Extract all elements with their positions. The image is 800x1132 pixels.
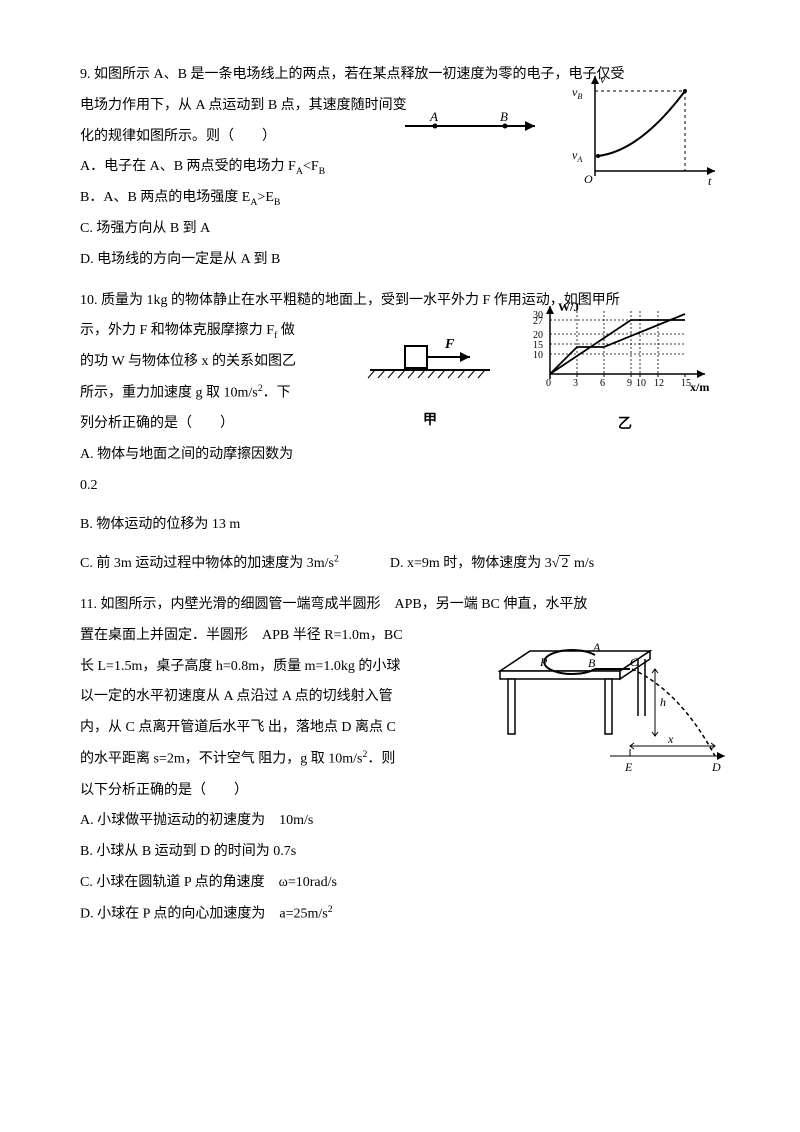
q10-option-a-l2: 0.2 bbox=[80, 471, 720, 502]
svg-text:F: F bbox=[444, 337, 455, 352]
q9-stem-line2: 电场力作用下，从 A 点运动到 B 点，其速度随时间变 bbox=[80, 91, 440, 122]
svg-text:x/m: x/m bbox=[690, 380, 709, 394]
svg-text:h: h bbox=[660, 695, 666, 709]
q11-option-d: D. 小球在 P 点的向心加速度为 a=25m/s2 bbox=[80, 899, 720, 930]
svg-text:3: 3 bbox=[573, 378, 578, 389]
q9-option-a: A．电子在 A、B 两点受的电场力 FA<FB bbox=[80, 152, 440, 183]
q11-stem-line2: 置在桌面上并固定．半圆形 APB 半径 R=1.0m，BC bbox=[80, 621, 450, 652]
q9-fieldline-diagram: A B bbox=[400, 111, 550, 141]
svg-text:15: 15 bbox=[681, 378, 691, 389]
q11-stem-line5: 内，从 C 点离开管道后水平飞 出，落地点 D 离点 C bbox=[80, 713, 450, 744]
svg-text:B: B bbox=[500, 111, 508, 124]
svg-text:9: 9 bbox=[627, 378, 632, 389]
svg-text:W/J: W/J bbox=[558, 301, 579, 314]
svg-text:A: A bbox=[429, 111, 438, 124]
svg-text:10: 10 bbox=[533, 350, 543, 361]
q10-options-cd: C. 前 3m 运动过程中物体的加速度为 3m/s2 D. x=9m 时，物体速… bbox=[80, 549, 720, 580]
svg-text:P: P bbox=[539, 655, 548, 669]
q9-option-b: B．A、B 两点的电场强度 EA>EB bbox=[80, 183, 440, 214]
svg-text:t: t bbox=[708, 174, 712, 188]
svg-text:6: 6 bbox=[600, 378, 605, 389]
svg-text:A: A bbox=[592, 640, 601, 654]
q10-option-a-l1: A. 物体与地面之间的动摩擦因数为 bbox=[80, 440, 720, 471]
q10-fig-block: F 甲 bbox=[360, 326, 500, 437]
svg-text:C: C bbox=[630, 655, 639, 669]
q9-option-d: D. 电场线的方向一定是从 A 到 B bbox=[80, 245, 720, 276]
svg-text:v: v bbox=[600, 72, 606, 86]
q9-stem-line3: 化的规律如图所示。则（ ） bbox=[80, 122, 440, 153]
q10-stem-line3: 的功 W 与物体位移 x 的关系如图乙 bbox=[80, 347, 350, 378]
question-10: 10. 质量为 1kg 的物体静止在水平粗糙的地面上，受到一水平外力 F 作用运… bbox=[80, 286, 720, 580]
q11-option-b: B. 小球从 B 运动到 D 的时间为 0.7s bbox=[80, 837, 720, 868]
question-11: 11. 如图所示，内壁光滑的细圆管一端弯成半圆形 APB，另一端 BC 伸直，水… bbox=[80, 590, 720, 930]
svg-text:12: 12 bbox=[654, 378, 664, 389]
q11-stem-line4: 以一定的水平初速度从 A 点沿过 A 点的切线射入管 bbox=[80, 682, 450, 713]
q11-option-c: C. 小球在圆轨道 P 点的角速度 ω=10rad/s bbox=[80, 868, 720, 899]
svg-text:x: x bbox=[667, 732, 674, 746]
svg-text:B: B bbox=[588, 656, 596, 670]
svg-text:27: 27 bbox=[533, 316, 543, 327]
svg-text:vA: vA bbox=[572, 148, 582, 164]
svg-text:vB: vB bbox=[572, 85, 582, 101]
svg-text:D: D bbox=[711, 760, 721, 774]
q9-vt-graph: vB vA O t v bbox=[570, 71, 720, 191]
svg-text:E: E bbox=[624, 760, 633, 774]
q10-stem-line5: 列分析正确的是（ ） bbox=[80, 409, 350, 440]
q10-stem-line4: 所示，重力加速度 g 取 10m/s2．下 bbox=[80, 378, 350, 409]
svg-text:10: 10 bbox=[636, 378, 646, 389]
q9-option-c: C. 场强方向从 B 到 A bbox=[80, 214, 720, 245]
svg-text:0: 0 bbox=[546, 378, 551, 389]
q10-option-b: B. 物体运动的位移为 13 m bbox=[80, 510, 720, 541]
svg-text:O: O bbox=[584, 172, 593, 186]
q10-stem-line2: 示，外力 F 和物体克服摩擦力 Ff 做 bbox=[80, 316, 350, 347]
question-9: 9. 如图所示 A、B 是一条电场线上的两点，若在某点释放一初速度为零的电子，电… bbox=[80, 60, 720, 276]
q11-fig-table: A P B C h E D bbox=[480, 621, 730, 791]
q10-fig-chart: W/J x/m 30272015100369101215 乙 bbox=[530, 301, 720, 441]
q11-stem-line1: 11. 如图所示，内壁光滑的细圆管一端弯成半圆形 APB，另一端 BC 伸直，水… bbox=[80, 590, 720, 621]
q11-stem-line6: 的水平距离 s=2m，不计空气 阻力，g 取 10m/s2．则 bbox=[80, 744, 450, 775]
q11-stem-line3: 长 L=1.5m，桌子高度 h=0.8m，质量 m=1.0kg 的小球 bbox=[80, 652, 450, 683]
q11-option-a: A. 小球做平抛运动的初速度为 10m/s bbox=[80, 806, 720, 837]
